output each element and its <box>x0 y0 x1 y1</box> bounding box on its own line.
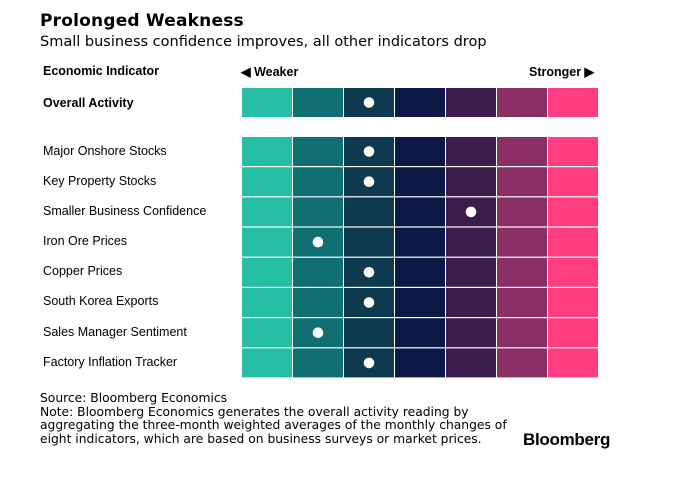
indicator-cell <box>446 318 496 348</box>
indicator-cell <box>242 227 292 257</box>
indicator-cell <box>548 318 598 348</box>
indicator-label: Key Property Stocks <box>43 174 157 188</box>
indicator-cell <box>548 227 598 257</box>
indicator-marker <box>312 327 324 339</box>
indicator-cell <box>242 197 292 227</box>
indicator-cell <box>548 167 598 197</box>
indicator-cell <box>497 137 547 166</box>
indicator-cell <box>293 167 343 197</box>
indicator-marker <box>363 146 375 157</box>
overall-activity-cell <box>395 88 445 117</box>
indicator-cell <box>548 257 598 287</box>
methodology-note-line: eight indicators, which are based on bus… <box>40 431 482 446</box>
indicator-cell <box>548 288 598 317</box>
indicator-column-header: Economic Indicator <box>43 64 159 78</box>
indicator-cell <box>293 348 343 378</box>
indicator-cell <box>293 257 343 287</box>
chart-subtitle: Small business confidence improves, all … <box>40 34 487 50</box>
indicator-cell <box>548 348 598 378</box>
indicator-cell <box>446 348 496 378</box>
bloomberg-logo: Bloomberg <box>523 430 611 449</box>
overall-activity-cell <box>242 88 292 117</box>
indicator-label: Copper Prices <box>43 264 123 278</box>
indicator-cell <box>395 257 445 287</box>
weaker-scale-label: ◀ Weaker <box>241 65 299 79</box>
overall-activity-cell <box>446 88 496 117</box>
indicator-cell <box>497 288 547 317</box>
indicator-cell <box>395 167 445 197</box>
indicator-marker <box>363 267 375 278</box>
indicator-cell <box>242 257 292 287</box>
indicator-cell <box>344 227 394 257</box>
indicator-cell <box>446 288 496 317</box>
indicator-cell <box>395 227 445 257</box>
indicator-cell <box>242 348 292 378</box>
chart-title: Prolonged Weakness <box>40 11 244 31</box>
indicator-cell <box>497 227 547 257</box>
chart-footer: Source: Bloomberg Economics Note: Bloomb… <box>40 391 507 446</box>
indicator-cell <box>497 257 547 287</box>
indicator-marker <box>363 176 375 187</box>
indicator-cell <box>497 348 547 378</box>
indicator-cell <box>242 288 292 317</box>
indicator-cell <box>344 318 394 348</box>
indicator-cell <box>395 137 445 166</box>
indicator-marker <box>465 206 477 218</box>
indicator-cell <box>446 167 496 197</box>
overall-activity-cell <box>293 88 343 117</box>
indicator-label: South Korea Exports <box>43 294 159 308</box>
indicator-cell <box>446 257 496 287</box>
indicator-cell <box>548 197 598 227</box>
indicator-marker <box>363 357 375 369</box>
indicator-cell <box>242 137 292 166</box>
indicator-cell <box>497 197 547 227</box>
indicator-cell <box>395 318 445 348</box>
indicator-marker <box>312 236 324 248</box>
indicator-label: Major Onshore Stocks <box>43 144 167 158</box>
indicator-cell <box>497 318 547 348</box>
indicator-cell <box>446 227 496 257</box>
indicator-label: Smaller Business Confidence <box>43 204 207 218</box>
indicator-cell <box>395 348 445 378</box>
overall-activity-cell <box>548 88 598 117</box>
indicator-cell <box>344 197 394 227</box>
indicator-cell <box>242 318 292 348</box>
indicator-label: Factory Inflation Tracker <box>43 355 178 369</box>
indicator-cell <box>242 167 292 197</box>
methodology-note-line: aggregating the three-month weighted ave… <box>40 418 507 433</box>
indicator-cell <box>395 288 445 317</box>
indicator-cell <box>497 167 547 197</box>
indicator-cell <box>293 197 343 227</box>
overall-activity-cell <box>497 88 547 117</box>
indicator-marker <box>363 297 375 308</box>
indicator-cell <box>395 197 445 227</box>
indicator-cell <box>548 137 598 166</box>
overall-activity-marker <box>363 97 375 108</box>
overall-activity-label: Overall Activity <box>43 96 134 110</box>
indicator-label: Iron Ore Prices <box>43 234 128 248</box>
indicator-cell <box>293 288 343 317</box>
methodology-note-line: Note: Bloomberg Economics generates the … <box>40 404 469 419</box>
indicator-cell <box>446 137 496 166</box>
stronger-scale-label: Stronger ▶ <box>529 65 595 79</box>
indicator-cell <box>293 137 343 166</box>
source-note: Source: Bloomberg Economics <box>40 391 228 405</box>
indicator-label: Sales Manager Sentiment <box>43 325 187 339</box>
